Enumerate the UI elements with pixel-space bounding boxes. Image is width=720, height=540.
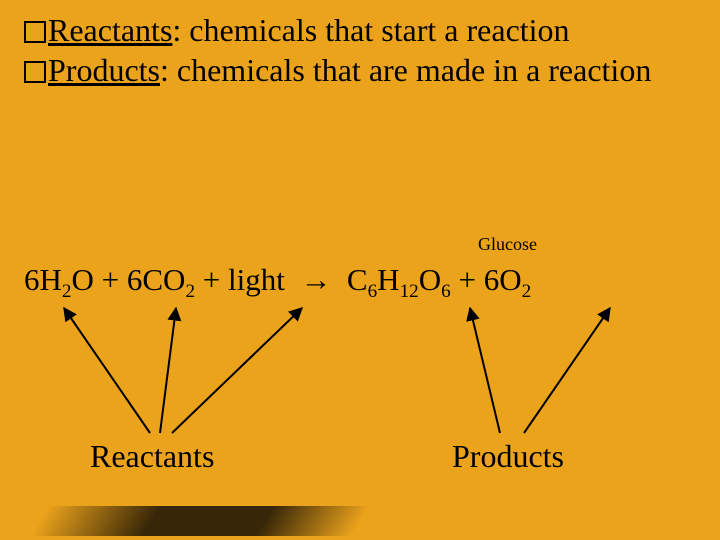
equation: 6H2O + 6CO2 + light → C6H12O6 + 6O2 [24,262,704,298]
arrow-icon: → [300,262,331,297]
slide: Reactants: chemicals that start a reacti… [0,0,720,540]
bullet-box-icon [24,21,46,43]
definition-reactants: Reactants: chemicals that start a reacti… [24,10,696,50]
definitions-block: Reactants: chemicals that start a reacti… [24,10,696,90]
definition-products: Products: chemicals that are made in a r… [24,50,696,90]
desc-products: : chemicals that are made in a reaction [160,52,651,88]
term-products: Products [48,52,160,88]
term-reactants: Reactants [48,12,172,48]
equation-rhs: C6H12O6 + 6O2 [347,262,531,297]
footer-shadow [32,506,368,536]
glucose-label: Glucose [478,234,537,255]
desc-reactants: : chemicals that start a reaction [172,12,569,48]
products-label: Products [452,438,564,475]
bullet-box-icon [24,61,46,83]
reactants-label: Reactants [90,438,214,475]
equation-lhs: 6H2O + 6CO2 + light [24,262,285,297]
